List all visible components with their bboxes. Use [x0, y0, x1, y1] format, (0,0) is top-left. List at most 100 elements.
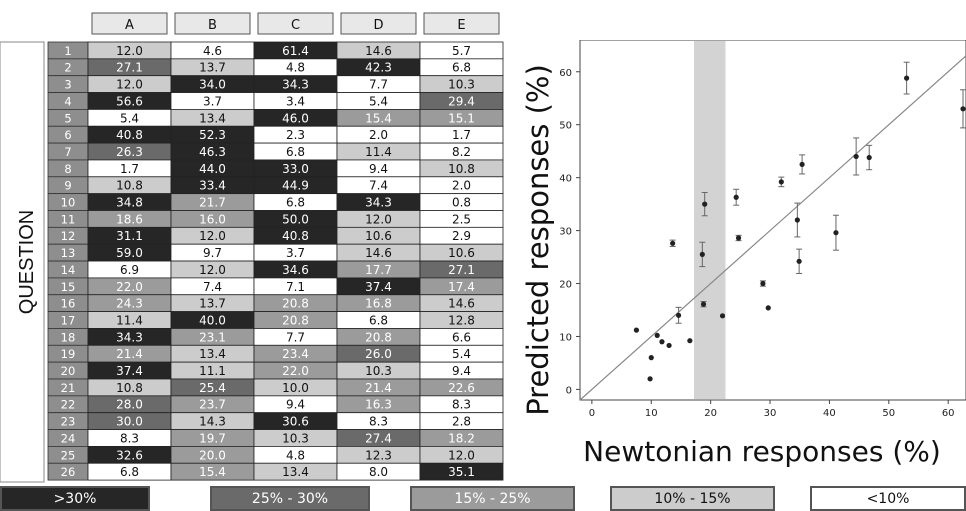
heatmap-cell-value: 12.0: [116, 44, 143, 58]
row-header: 6: [64, 128, 71, 142]
heatmap-cell-value: 2.8: [452, 415, 471, 429]
heatmap-cell-value: 22.0: [116, 280, 143, 294]
heatmap-cell-value: 12.0: [116, 78, 143, 92]
x-tick-label: 10: [645, 408, 658, 419]
data-point: [633, 327, 640, 333]
row-header: 20: [61, 364, 76, 378]
heatmap-cell-value: 6.6: [452, 330, 471, 344]
heatmap-cell-value: 8.0: [369, 465, 388, 479]
heatmap-cell-value: 11.4: [365, 145, 392, 159]
heatmap-cell-value: 26.3: [116, 145, 143, 159]
heatmap-cell-value: 9.7: [203, 246, 222, 260]
heatmap-cell-value: 37.4: [116, 364, 143, 378]
y-axis-title: Predicted responses (%): [521, 64, 555, 416]
y-tick-label: 40: [559, 174, 572, 185]
data-point: [700, 301, 707, 307]
row-header: 16: [61, 297, 76, 311]
question-axis-label: QUESTION: [16, 210, 38, 314]
shaded-band: [694, 41, 726, 399]
heatmap-cell-value: 12.0: [365, 212, 392, 226]
row-header: 1: [64, 44, 71, 58]
data-point: [735, 235, 742, 241]
heatmap-cell-value: 19.7: [199, 431, 226, 445]
heatmap-cell-value: 3.4: [286, 94, 305, 108]
heatmap-cell-value: 4.6: [203, 44, 222, 58]
legend-15-25: 15% - 25%: [410, 486, 575, 511]
heatmap-cell-value: 20.8: [365, 330, 392, 344]
heatmap-cell-value: 12.0: [448, 448, 475, 462]
heatmap-cell-value: 2.9: [452, 229, 471, 243]
heatmap-cell-value: 10.3: [282, 431, 309, 445]
data-point: [796, 258, 802, 264]
row-header: 25: [61, 448, 76, 462]
heatmap-cell-value: 5.4: [120, 111, 139, 125]
heatmap-cell-value: 52.3: [199, 128, 226, 142]
heatmap-cell-value: 2.5: [452, 212, 471, 226]
row-header: 24: [61, 431, 76, 445]
column-header: C: [291, 18, 300, 33]
heatmap-cell-value: 13.4: [199, 347, 226, 361]
column-header-box: [423, 12, 500, 35]
data-point: [670, 240, 676, 246]
heatmap-cell-value: 50.0: [282, 212, 309, 226]
column-header-box: [257, 12, 334, 35]
heatmap-cell-value: 6.8: [452, 61, 471, 75]
legend-over-30: >30%: [0, 486, 150, 511]
question-axis-box: [0, 41, 45, 483]
x-tick-label: 40: [823, 408, 836, 419]
row-header: 19: [61, 347, 76, 361]
row-header: 13: [61, 246, 76, 260]
heatmap-cell-value: 16.0: [199, 212, 226, 226]
heatmap-cell-value: 8.2: [452, 145, 471, 159]
heatmap-cell-value: 35.1: [448, 465, 475, 479]
scatter-axes: 0 10 20 30 40 50 60 0 10 20 30 40 50 60: [559, 40, 966, 419]
row-header: 7: [64, 145, 71, 159]
heatmap-cell-value: 23.7: [199, 398, 226, 412]
scatter-plot: 0 10 20 30 40 50 60 0 10 20 30 40 50 60 Predicted res…: [521, 40, 966, 468]
heatmap-cell-value: 30.6: [282, 415, 309, 429]
data-point: [760, 280, 766, 287]
heatmap-cell-value: 31.1: [116, 229, 143, 243]
heatmap-cell-value: 7.7: [369, 78, 388, 92]
heatmap-cell-value: 20.0: [199, 448, 226, 462]
heatmap-cell-value: 5.4: [452, 347, 471, 361]
heatmap-cell-value: 28.0: [116, 398, 143, 412]
heatmap-cell-value: 34.0: [199, 78, 226, 92]
heatmap-cell-value: 17.7: [365, 263, 392, 277]
heatmap-cell-value: 23.1: [199, 330, 226, 344]
heatmap-cell-value: 34.8: [116, 196, 143, 210]
heatmap-cell-value: 11.1: [199, 364, 226, 378]
heatmap-cell-value: 20.8: [282, 313, 309, 327]
heatmap-cell-value: 34.6: [282, 263, 309, 277]
heatmap-cell-value: 10.8: [116, 179, 143, 193]
y-tick-label: 0: [566, 385, 572, 396]
y-tick-label: 60: [559, 68, 572, 79]
heatmap-cell-value: 11.4: [116, 313, 143, 327]
heatmap-cell-value: 2.3: [286, 128, 305, 142]
heatmap-cell-value: 12.3: [365, 448, 392, 462]
heatmap-cell-value: 21.4: [116, 347, 143, 361]
heatmap-cell-value: 6.8: [369, 313, 388, 327]
heatmap-cell-value: 21.4: [365, 381, 392, 395]
heatmap-cell-value: 6.8: [120, 465, 139, 479]
data-point: [733, 194, 739, 200]
heatmap-cell-value: 10.6: [448, 246, 475, 260]
heatmap-cell-value: 14.6: [365, 246, 392, 260]
heatmap-cell-value: 9.4: [286, 398, 305, 412]
column-header: E: [457, 18, 465, 33]
heatmap-cell: [419, 462, 504, 481]
heatmap-cell-value: 6.8: [286, 196, 305, 210]
heatmap-cell-value: 12.0: [199, 229, 226, 243]
row-header: 9: [64, 179, 71, 193]
heatmap-cell-value: 37.4: [365, 280, 392, 294]
x-tick-label: 60: [942, 408, 955, 419]
heatmap-cell-value: 5.7: [452, 44, 471, 58]
heatmap-cell-value: 34.3: [365, 196, 392, 210]
heatmap-cell-value: 17.4: [448, 280, 475, 294]
row-header: 18: [61, 330, 76, 344]
row-header: 10: [61, 196, 76, 210]
heatmap-cell-value: 1.7: [452, 128, 471, 142]
heatmap-cell-value: 22.6: [448, 381, 475, 395]
heatmap-cell-value: 3.7: [203, 94, 222, 108]
data-point: [648, 355, 654, 361]
